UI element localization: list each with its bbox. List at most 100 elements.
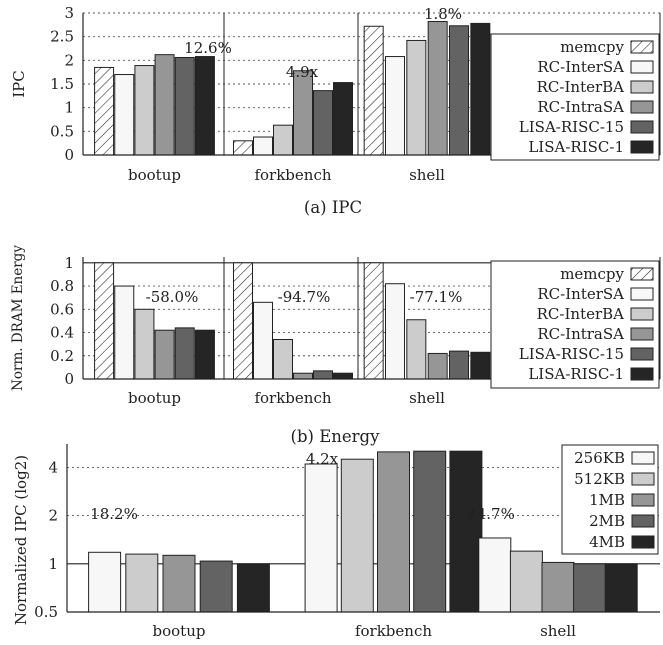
- chart-ipc-categories: bootup forkbench shell: [128, 166, 445, 184]
- bar-bootup-RC-InterBA: [134, 65, 155, 156]
- bar-forkbench-RC-InterSA: [253, 301, 273, 380]
- legend-swatch-LISA-RISC-1: [630, 367, 654, 381]
- annotation-label: 44.7%: [467, 505, 515, 523]
- bar-forkbench-RC-IntraSA: [293, 70, 313, 156]
- y-tick-label: 3: [64, 4, 74, 22]
- legend-label-RC-InterSA: RC-InterSA: [537, 58, 624, 76]
- bar-forkbench-2MB: [413, 450, 447, 613]
- bar-shell-512KB: [509, 550, 543, 613]
- bar-bootup-RC-InterSA: [114, 285, 135, 380]
- y-tick-label: 1: [64, 254, 74, 272]
- legend-swatch-256KB: [631, 451, 655, 465]
- legend-swatch-RC-InterBA: [630, 80, 654, 94]
- legend-label-RC-InterSA: RC-InterSA: [537, 285, 624, 303]
- legend-label-LISA-RISC-1: LISA-RISC-1: [528, 365, 624, 383]
- bar-forkbench-RC-IntraSA: [293, 372, 313, 380]
- annotation-label: 1.8%: [424, 5, 462, 23]
- bar-bootup-RC-InterSA: [114, 74, 135, 156]
- category-label-shell: shell: [540, 622, 576, 640]
- y-tick-label: 0.5: [34, 603, 58, 621]
- bar-forkbench-memcpy: [233, 140, 253, 156]
- bar-bootup-LISA-RISC-1: [194, 56, 215, 156]
- y-tick-label: 1.5: [50, 75, 74, 93]
- annotation-label: 12.6%: [184, 39, 232, 57]
- bar-forkbench-4MB: [449, 450, 483, 613]
- legend-label-LISA-RISC-1: LISA-RISC-1: [528, 138, 624, 156]
- bar-bootup-memcpy: [94, 262, 115, 380]
- legend-swatch-1MB: [631, 493, 655, 507]
- chart-energy-caption: (b) Energy: [291, 427, 381, 446]
- bar-bootup-LISA-RISC-15: [174, 56, 195, 156]
- category-label-forkbench: forkbench: [254, 389, 331, 407]
- bar-shell-LISA-RISC-15: [449, 350, 469, 380]
- y-tick-label: 1: [48, 555, 58, 573]
- chart-cache-axes: [66, 444, 660, 613]
- chart-energy-ylabel: Norm. DRAM Energy: [10, 245, 26, 391]
- y-tick-label: 4: [48, 458, 58, 476]
- legend-swatch-RC-InterSA: [630, 60, 654, 74]
- bar-forkbench-LISA-RISC-1: [333, 82, 353, 156]
- bar-bootup-memcpy: [94, 66, 115, 156]
- y-tick-label: 0.8: [50, 277, 74, 295]
- bar-forkbench-RC-InterBA: [273, 338, 293, 380]
- legend-swatch-512KB: [631, 472, 655, 486]
- y-tick-label: 2: [48, 507, 58, 525]
- annotation-label: 4.2x: [306, 450, 339, 468]
- category-label-shell: shell: [409, 389, 445, 407]
- chart-cache-legend: 256KB 512KB 1MB 2MB 4MB: [561, 444, 659, 555]
- bar-shell-RC-InterSA: [385, 283, 405, 380]
- legend-label-LISA-RISC-15: LISA-RISC-15: [519, 345, 624, 363]
- bar-shell-RC-InterBA: [406, 319, 427, 380]
- legend-label-memcpy: memcpy: [560, 38, 624, 56]
- legend-swatch-RC-IntraSA: [630, 327, 654, 341]
- chart-energy: Norm. DRAM Energy 0 0.2 0.4 0.6 0.8 1 bootup f…: [10, 245, 661, 446]
- chart-ipc: IPC 0 0.5 1 1.5 2 2.5 3 bootup forkbench shell 1…: [10, 4, 661, 217]
- category-label-forkbench: forkbench: [355, 622, 432, 640]
- legend-label-RC-IntraSA: RC-IntraSA: [537, 98, 624, 116]
- category-label-shell: shell: [409, 166, 445, 184]
- bar-bootup-RC-IntraSA: [154, 329, 175, 380]
- category-label-forkbench: forkbench: [254, 166, 331, 184]
- chart-ipc-legend: memcpy RC-InterSA RC-InterBA RC-IntraSA LISA…: [490, 33, 660, 161]
- legend-box: [490, 260, 660, 389]
- y-tick-label: 0.6: [50, 300, 74, 318]
- legend-swatch-RC-InterBA: [630, 307, 654, 321]
- legend-label-RC-IntraSA: RC-IntraSA: [537, 325, 624, 343]
- y-tick-label: 0.5: [50, 122, 74, 140]
- chart-ipc-yticks: 0 0.5 1 1.5 2 2.5 3: [50, 4, 74, 164]
- y-tick-label: 0.2: [50, 347, 74, 365]
- y-tick-label: 2.5: [50, 28, 74, 46]
- bar-forkbench-512KB: [340, 458, 374, 613]
- bar-forkbench-LISA-RISC-15: [313, 370, 333, 380]
- legend-swatch-LISA-RISC-1: [630, 140, 654, 154]
- bar-shell-4MB: [604, 563, 638, 613]
- legend-swatch-RC-InterSA: [630, 287, 654, 301]
- bar-forkbench-LISA-RISC-1: [333, 372, 353, 380]
- chart-cache-categories: bootup forkbench shell: [153, 622, 577, 640]
- category-label-bootup: bootup: [128, 166, 181, 184]
- legend-label-LISA-RISC-15: LISA-RISC-15: [519, 118, 624, 136]
- bar-shell-memcpy: [363, 25, 384, 156]
- bar-shell-2MB: [573, 563, 607, 613]
- legend-swatch-2MB: [631, 514, 655, 528]
- bar-shell-RC-InterBA: [406, 39, 427, 156]
- legend-label-memcpy: memcpy: [560, 265, 624, 283]
- legend-swatch-LISA-RISC-15: [630, 347, 654, 361]
- y-tick-label: 0: [64, 370, 74, 388]
- bar-bootup-1MB: [162, 554, 196, 613]
- chart-ipc-annotations: 12.6% 4.9x 1.8%: [184, 5, 462, 81]
- legend-label-1MB: 1MB: [589, 491, 625, 509]
- chart-ipc-ylabel: IPC: [10, 70, 28, 98]
- bar-bootup-512KB: [125, 553, 159, 613]
- legend-swatch-memcpy: [630, 40, 654, 54]
- legend-label-RC-InterBA: RC-InterBA: [537, 78, 625, 96]
- bar-shell-RC-IntraSA: [427, 352, 448, 380]
- chart-energy-axes: [82, 257, 661, 380]
- legend-label-256KB: 256KB: [574, 449, 625, 467]
- annotation-label: 18.2%: [90, 505, 138, 523]
- annotation-label: -94.7%: [278, 288, 331, 306]
- legend-swatch-RC-IntraSA: [630, 100, 654, 114]
- bar-forkbench-256KB: [304, 463, 338, 613]
- legend-swatch-4MB: [631, 535, 655, 549]
